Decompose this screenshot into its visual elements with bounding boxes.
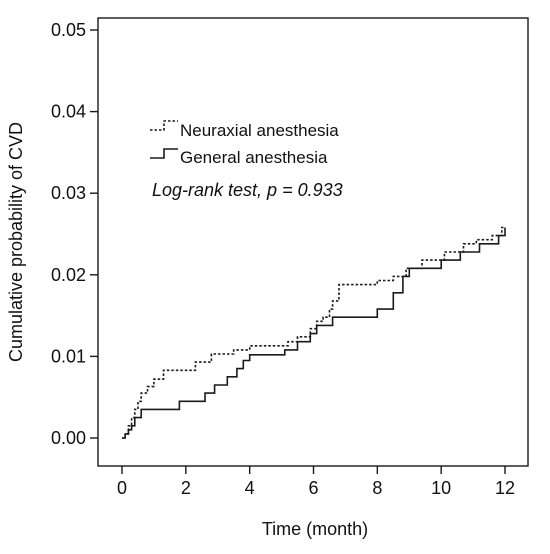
series-layer [122, 226, 506, 439]
x-tick-label: 6 [308, 478, 318, 498]
legend-swatch-general [150, 148, 178, 159]
x-tick-label: 4 [245, 478, 255, 498]
y-tick-label: 0.04 [51, 102, 86, 122]
x-tick-label: 2 [181, 478, 191, 498]
x-tick-label: 8 [372, 478, 382, 498]
y-tick-label: 0.05 [51, 20, 86, 40]
legend-label-general: General anesthesia [180, 148, 328, 167]
log-rank-annotation: Log-rank test, p = 0.933 [152, 180, 343, 200]
y-tick-label: 0.02 [51, 265, 86, 285]
x-tick-label: 10 [431, 478, 451, 498]
y-tick-label: 0.00 [51, 428, 86, 448]
x-tick-label: 12 [495, 478, 515, 498]
plot-frame [97, 17, 529, 467]
series-line-general [122, 227, 506, 439]
x-axis-title: Time (month) [262, 519, 368, 539]
y-axis: 0.00 0.01 0.02 0.03 0.04 0.05 [51, 20, 98, 448]
y-tick-label: 0.03 [51, 183, 86, 203]
legend-label-neuraxial: Neuraxial anesthesia [180, 121, 339, 140]
x-axis: 0 2 4 6 8 10 12 [117, 466, 515, 498]
y-axis-title: Cumulative probability of CVD [6, 122, 26, 362]
legend: Neuraxial anesthesia General anesthesia [150, 120, 339, 167]
y-tick-label: 0.01 [51, 346, 86, 366]
x-tick-label: 0 [117, 478, 127, 498]
legend-swatch-neuraxial [150, 120, 178, 131]
